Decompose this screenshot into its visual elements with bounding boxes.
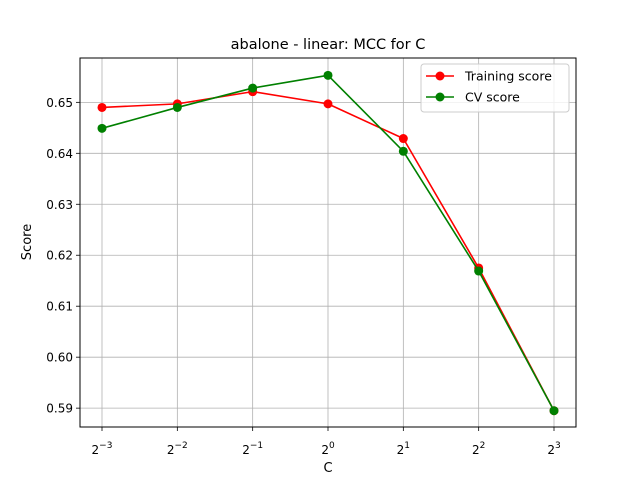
data-point-1: [97, 123, 107, 133]
chart-title: abalone - linear: MCC for C: [231, 37, 426, 53]
x-tick-label: 2−3: [92, 441, 113, 457]
data-point-1: [172, 102, 182, 112]
legend-marker-cv: [435, 92, 445, 102]
y-tick-label: 0.63: [46, 198, 73, 212]
data-point-1: [248, 83, 258, 93]
data-point-0: [398, 134, 408, 144]
y-tick-label: 0.60: [46, 351, 73, 365]
x-tick-label: 20: [321, 441, 335, 457]
legend-label-cv: CV score: [465, 90, 520, 105]
y-tick-label: 0.64: [46, 147, 73, 161]
data-point-0: [323, 99, 333, 109]
axis-ticks: 2−3 2−2 2−1 20 21 22 23 0.59 0.60 0.61 0.62 0.63 0.6…: [46, 96, 560, 457]
legend-marker-training: [435, 71, 445, 81]
data-point-1: [549, 406, 559, 416]
y-tick-label: 0.65: [46, 96, 73, 110]
y-tick-label: 0.61: [46, 300, 73, 314]
y-tick-label: 0.62: [46, 249, 73, 263]
x-tick-label: 2−2: [167, 441, 188, 457]
x-tick-label: 23: [547, 441, 560, 457]
y-axis-label: Score: [20, 224, 35, 260]
x-tick-label: 2−1: [242, 441, 263, 457]
y-tick-label: 0.59: [46, 402, 73, 416]
legend-box: [420, 63, 570, 113]
legend: Training score CV score: [420, 63, 570, 113]
data-point-0: [97, 102, 107, 112]
data-point-1: [323, 70, 333, 80]
x-axis-label: C: [323, 461, 332, 476]
data-point-1: [474, 266, 484, 276]
legend-label-training: Training score: [464, 69, 552, 84]
series-layer: [97, 70, 559, 416]
x-tick-label: 21: [397, 441, 410, 457]
x-tick-label: 22: [472, 441, 485, 457]
data-point-1: [398, 146, 408, 156]
